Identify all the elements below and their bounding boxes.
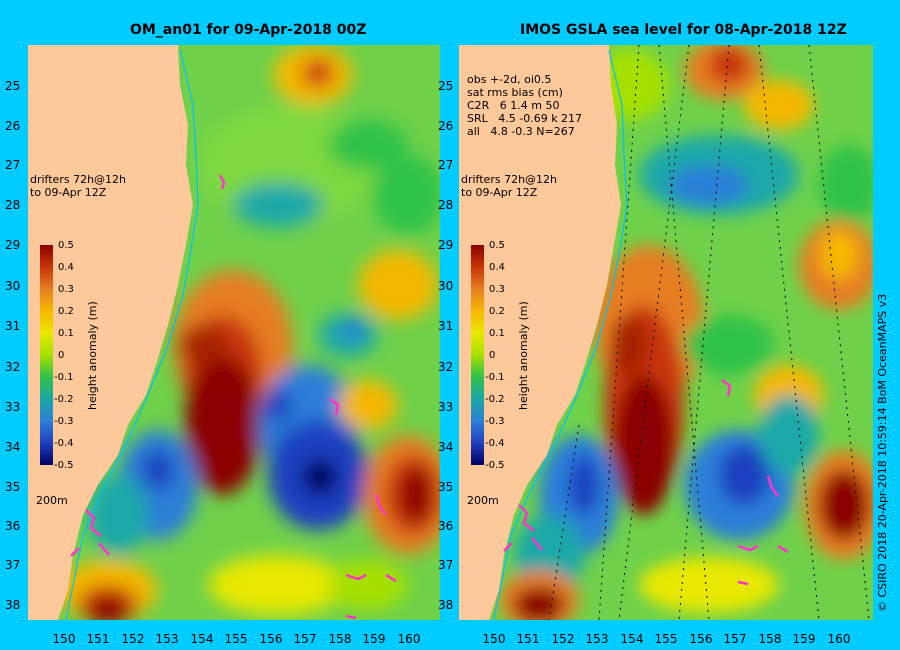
right-ytick-30: 30 [438,279,454,293]
right-map-panel[interactable]: obs +-2d, oi0.5 sat rms bias (cm) C2R 6 … [459,45,873,620]
drifter-tracks-right [503,379,789,586]
right-ytick-33: 33 [438,400,454,414]
left-xtick-153: 153 [155,632,179,646]
right-xtick-155: 155 [654,632,678,646]
left-xtick-158: 158 [328,632,352,646]
right-ytick-37: 37 [438,558,454,572]
right-colorbar-tick-6: -0.1 [485,372,505,383]
left-map-panel[interactable]: drifters 72h@12h to 09-Apr 12Z 200m [28,45,440,620]
left-ytick-28: 28 [5,198,21,212]
right-xtick-153: 153 [585,632,609,646]
right-ytick-32: 32 [438,360,454,374]
right-map-svg [459,45,873,620]
right-ytick-38: 38 [438,598,454,612]
left-colorbar-tick-9: -0.4 [54,438,74,449]
right-contour-label: 200m [467,494,499,507]
satellite-tracks [548,45,870,620]
left-ytick-26: 26 [5,119,21,133]
left-colorbar-tick-5: 0 [58,350,65,361]
left-colorbar [40,245,53,465]
right-ytick-35: 35 [438,480,454,494]
right-xtick-158: 158 [758,632,782,646]
left-ytick-38: 38 [5,598,21,612]
left-colorbar-tick-1: 0.4 [58,262,74,273]
drifter-tracks [70,509,110,557]
left-colorbar-tick-2: 0.3 [58,284,74,295]
right-colorbar-tick-10: -0.5 [485,460,505,471]
right-xtick-157: 157 [723,632,747,646]
left-ytick-36: 36 [5,519,21,533]
left-colorbar-tick-4: 0.1 [58,328,74,339]
left-xtick-155: 155 [224,632,248,646]
left-ytick-27: 27 [5,158,21,172]
right-colorbar-tick-1: 0.4 [489,262,505,273]
right-ytick-31: 31 [438,319,454,333]
right-colorbar-tick-7: -0.2 [485,394,505,405]
right-xtick-160: 160 [827,632,851,646]
right-xtick-156: 156 [689,632,713,646]
left-ytick-33: 33 [5,400,21,414]
right-drifters-label: drifters 72h@12h to 09-Apr 12Z [461,173,558,199]
right-colorbar-tick-5: 0 [489,350,496,361]
right-colorbar-tick-3: 0.2 [489,306,505,317]
left-colorbar-title: height anomaly (m) [86,301,99,410]
left-map-title: OM_an01 for 09-Apr-2018 00Z [130,22,367,38]
right-xtick-152: 152 [551,632,575,646]
right-ytick-28: 28 [438,198,454,212]
right-colorbar-tick-2: 0.3 [489,284,505,295]
left-xtick-151: 151 [86,632,110,646]
left-colorbar-tick-3: 0.2 [58,306,74,317]
right-xtick-150: 150 [482,632,506,646]
left-drifters-label: drifters 72h@12h to 09-Apr 12Z [30,173,127,199]
right-ytick-27: 27 [438,158,454,172]
left-ytick-30: 30 [5,279,21,293]
left-colorbar-tick-7: -0.2 [54,394,74,405]
right-colorbar-tick-4: 0.1 [489,328,505,339]
left-ytick-32: 32 [5,360,21,374]
left-ytick-34: 34 [5,440,21,454]
left-xtick-157: 157 [293,632,317,646]
right-ytick-25: 25 [438,79,454,93]
credit-text: © CSIRO 2018 20-Apr-2018 10:59:14 BoM Oc… [876,293,889,612]
right-colorbar-title: height anomaly (m) [517,301,530,410]
right-xtick-159: 159 [792,632,816,646]
left-ytick-29: 29 [5,238,21,252]
left-xtick-154: 154 [190,632,214,646]
left-xtick-156: 156 [259,632,283,646]
left-xtick-152: 152 [121,632,145,646]
left-xtick-150: 150 [52,632,76,646]
left-colorbar-tick-8: -0.3 [54,416,74,427]
right-colorbar-tick-8: -0.3 [485,416,505,427]
right-colorbar-tick-9: -0.4 [485,438,505,449]
right-map-title: IMOS GSLA sea level for 08-Apr-2018 12Z [520,22,847,38]
right-ytick-34: 34 [438,440,454,454]
right-colorbar [471,245,484,465]
left-xtick-160: 160 [397,632,421,646]
left-colorbar-tick-6: -0.1 [54,372,74,383]
left-ytick-37: 37 [5,558,21,572]
right-ytick-36: 36 [438,519,454,533]
left-contour-label: 200m [36,494,68,507]
left-xtick-159: 159 [362,632,386,646]
stats-block: obs +-2d, oi0.5 sat rms bias (cm) C2R 6 … [467,73,583,138]
left-ytick-35: 35 [5,480,21,494]
left-ytick-25: 25 [5,79,21,93]
left-map-svg [28,45,440,620]
right-ytick-29: 29 [438,238,454,252]
right-xtick-151: 151 [516,632,540,646]
left-ytick-31: 31 [5,319,21,333]
left-colorbar-tick-0: 0.5 [58,240,74,251]
right-colorbar-tick-0: 0.5 [489,240,505,251]
left-colorbar-tick-10: -0.5 [54,460,74,471]
right-xtick-154: 154 [620,632,644,646]
right-ytick-26: 26 [438,119,454,133]
